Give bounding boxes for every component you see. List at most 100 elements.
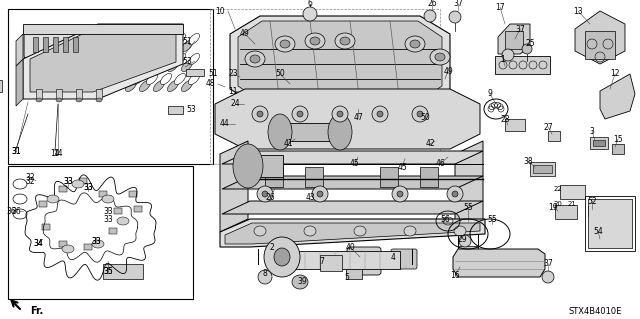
Ellipse shape bbox=[125, 41, 136, 52]
Ellipse shape bbox=[430, 49, 450, 65]
Ellipse shape bbox=[188, 33, 200, 45]
Text: 42: 42 bbox=[425, 139, 435, 149]
FancyBboxPatch shape bbox=[391, 249, 417, 269]
Text: 25: 25 bbox=[525, 40, 535, 48]
Text: 6: 6 bbox=[308, 0, 312, 9]
Bar bbox=[585, 196, 635, 251]
Text: 22: 22 bbox=[554, 186, 563, 192]
Text: 45: 45 bbox=[350, 160, 360, 168]
Ellipse shape bbox=[354, 226, 366, 236]
Bar bbox=[99, 191, 107, 197]
Text: 37: 37 bbox=[515, 25, 525, 33]
Ellipse shape bbox=[147, 54, 157, 64]
Ellipse shape bbox=[36, 98, 42, 102]
Ellipse shape bbox=[104, 33, 116, 45]
Ellipse shape bbox=[132, 33, 143, 45]
Ellipse shape bbox=[337, 111, 343, 117]
Text: 32: 32 bbox=[25, 173, 35, 182]
Ellipse shape bbox=[104, 73, 116, 85]
Bar bbox=[129, 191, 137, 197]
Text: 41: 41 bbox=[283, 139, 293, 149]
Bar bbox=[84, 244, 92, 250]
Ellipse shape bbox=[332, 106, 348, 122]
Ellipse shape bbox=[47, 195, 59, 203]
Bar bbox=[53, 37, 58, 52]
Polygon shape bbox=[30, 29, 176, 92]
Polygon shape bbox=[220, 141, 248, 232]
Text: 54: 54 bbox=[593, 226, 603, 235]
Text: 9: 9 bbox=[488, 90, 492, 99]
Text: 53: 53 bbox=[186, 106, 196, 115]
Ellipse shape bbox=[435, 53, 445, 61]
Polygon shape bbox=[222, 176, 483, 189]
Text: 12: 12 bbox=[611, 70, 620, 78]
Bar bbox=[265, 167, 283, 187]
Ellipse shape bbox=[404, 226, 416, 236]
Text: 33: 33 bbox=[63, 176, 73, 186]
Ellipse shape bbox=[154, 80, 164, 92]
Text: 31: 31 bbox=[11, 147, 21, 157]
Ellipse shape bbox=[305, 33, 325, 49]
Text: 31: 31 bbox=[11, 147, 21, 157]
Bar bbox=[114, 208, 122, 214]
Bar bbox=[39, 201, 47, 207]
Text: 33: 33 bbox=[103, 206, 113, 216]
Ellipse shape bbox=[175, 33, 186, 45]
Ellipse shape bbox=[417, 111, 423, 117]
Ellipse shape bbox=[132, 73, 143, 85]
Ellipse shape bbox=[140, 80, 150, 92]
Text: 14: 14 bbox=[50, 150, 60, 159]
Text: STX4B4010E: STX4B4010E bbox=[568, 307, 621, 315]
Ellipse shape bbox=[372, 106, 388, 122]
Text: 44: 44 bbox=[220, 120, 230, 129]
Ellipse shape bbox=[168, 80, 179, 92]
Bar bbox=[533, 165, 552, 173]
Text: 36: 36 bbox=[6, 206, 16, 216]
Text: 26: 26 bbox=[427, 0, 437, 9]
Bar bbox=[186, 69, 204, 76]
Ellipse shape bbox=[377, 111, 383, 117]
Text: 7: 7 bbox=[319, 256, 324, 265]
Text: 26: 26 bbox=[265, 192, 275, 202]
Text: 35: 35 bbox=[103, 266, 113, 276]
Bar bbox=[0, 80, 2, 92]
Text: 28: 28 bbox=[500, 115, 509, 123]
Bar bbox=[168, 106, 183, 114]
Bar bbox=[305, 167, 323, 187]
Text: 38: 38 bbox=[523, 157, 533, 166]
Text: 33: 33 bbox=[91, 236, 101, 246]
Ellipse shape bbox=[452, 191, 458, 197]
Ellipse shape bbox=[147, 33, 157, 45]
Bar bbox=[458, 246, 478, 254]
Bar bbox=[495, 56, 550, 74]
FancyBboxPatch shape bbox=[347, 247, 381, 275]
Ellipse shape bbox=[117, 217, 129, 225]
Text: 16: 16 bbox=[450, 271, 460, 279]
Ellipse shape bbox=[317, 191, 323, 197]
Ellipse shape bbox=[449, 11, 461, 23]
Bar bbox=[36, 89, 42, 99]
Ellipse shape bbox=[175, 73, 186, 85]
Text: 24: 24 bbox=[230, 100, 240, 108]
Text: 5: 5 bbox=[344, 272, 349, 281]
Text: 51: 51 bbox=[182, 36, 192, 46]
Ellipse shape bbox=[102, 195, 114, 203]
Ellipse shape bbox=[154, 61, 164, 71]
Bar bbox=[555, 205, 577, 219]
Ellipse shape bbox=[268, 114, 292, 150]
Ellipse shape bbox=[97, 80, 109, 92]
Polygon shape bbox=[222, 151, 483, 164]
Text: 52: 52 bbox=[587, 197, 597, 205]
Ellipse shape bbox=[97, 41, 109, 52]
Ellipse shape bbox=[275, 36, 295, 52]
Bar bbox=[588, 206, 600, 216]
Bar bbox=[505, 31, 523, 49]
Bar bbox=[280, 123, 340, 141]
Ellipse shape bbox=[328, 114, 352, 150]
Bar bbox=[76, 89, 82, 99]
Ellipse shape bbox=[392, 186, 408, 202]
Polygon shape bbox=[498, 24, 530, 54]
Text: 29: 29 bbox=[457, 234, 467, 243]
Ellipse shape bbox=[97, 61, 109, 71]
Polygon shape bbox=[600, 74, 635, 119]
